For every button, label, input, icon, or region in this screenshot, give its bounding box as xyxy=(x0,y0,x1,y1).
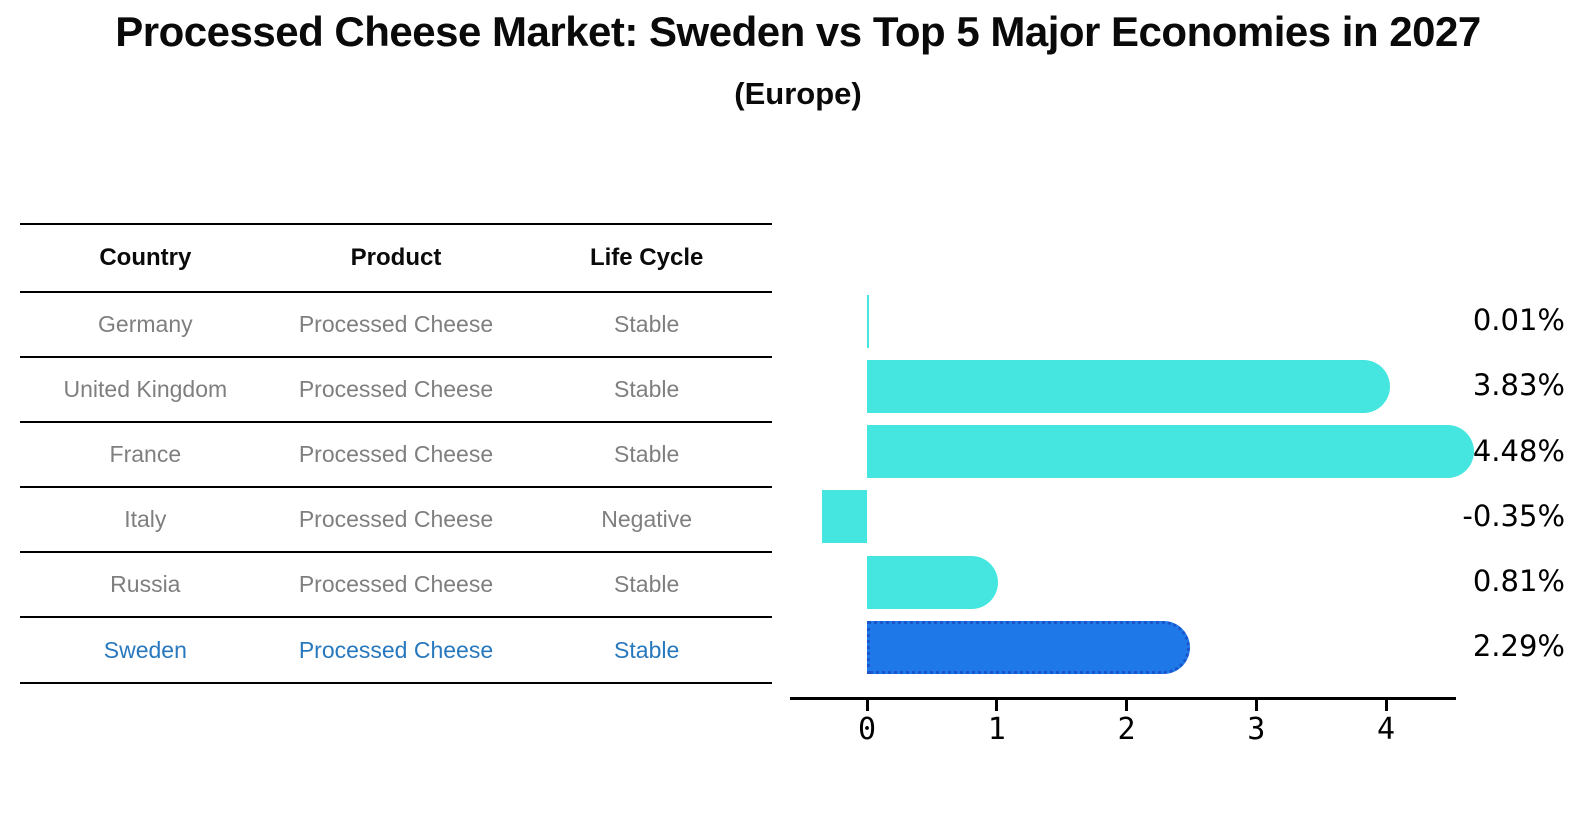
bar-value-label: -0.35% xyxy=(1462,498,1565,533)
cell-life-cycle: Stable xyxy=(614,636,680,663)
chart-subtitle: (Europe) xyxy=(734,76,862,111)
x-tick-label: 4 xyxy=(1376,712,1396,747)
table-row: Russia Processed Cheese Stable xyxy=(20,553,772,619)
cell-country: Sweden xyxy=(103,636,187,663)
table-row: United Kingdom Processed Cheese Stable xyxy=(20,358,772,423)
x-tick-label: 3 xyxy=(1247,712,1266,747)
table-row: Italy Processed Cheese Negative xyxy=(20,488,772,554)
country-table: Country Product Life Cycle Germany Proces… xyxy=(20,223,772,684)
x-tick-label: 2 xyxy=(1117,712,1136,747)
cell-country: France xyxy=(109,440,182,467)
table-row: Germany Processed Cheese Stable xyxy=(20,293,772,358)
table-row: France Processed Cheese Stable xyxy=(20,423,772,489)
cell-country: United Kingdom xyxy=(63,375,228,402)
cell-product: Processed Cheese xyxy=(298,310,494,337)
x-tick-mark xyxy=(1125,700,1128,711)
cell-product: Processed Cheese xyxy=(298,440,494,467)
x-tick-mark xyxy=(995,700,999,711)
header-life-cycle: Life Cycle xyxy=(589,243,704,271)
cell-product: Processed Cheese xyxy=(298,636,494,663)
table-body: Germany Processed Cheese Stable United King… xyxy=(20,293,772,684)
cell-life-cycle: Stable xyxy=(614,310,680,337)
cell-product: Processed Cheese xyxy=(298,375,494,402)
cell-life-cycle: Stable xyxy=(614,375,680,402)
header-product: Product xyxy=(350,243,442,271)
header-country: Country xyxy=(99,243,192,271)
bar-russia xyxy=(867,555,999,609)
x-tick-mark xyxy=(1254,700,1258,711)
cell-life-cycle: Stable xyxy=(614,440,680,467)
bar-value-label: 3.83% xyxy=(1472,368,1565,403)
cell-product: Processed Cheese xyxy=(298,506,494,533)
bar-value-label: 4.48% xyxy=(1472,433,1565,468)
cell-country: Russia xyxy=(110,571,181,598)
cell-product: Processed Cheese xyxy=(298,571,494,598)
table-header-row: Country Product Life Cycle xyxy=(20,225,772,293)
bar-value-label: 0.01% xyxy=(1472,303,1565,338)
cell-country: Italy xyxy=(124,506,167,533)
bar-united-kingdom xyxy=(867,359,1390,413)
bar-sweden xyxy=(867,620,1191,674)
table-row: Sweden Processed Cheese Stable xyxy=(20,618,772,684)
cell-life-cycle: Negative xyxy=(601,506,693,533)
x-tick-label: 1 xyxy=(987,712,1006,747)
bar-italy xyxy=(821,490,867,544)
chart-title: Processed Cheese Market: Sweden vs Top 5… xyxy=(115,8,1481,55)
x-tick-mark xyxy=(1384,700,1388,711)
x-axis-line xyxy=(790,697,1456,700)
bar-value-label: 0.81% xyxy=(1472,564,1565,598)
bar-value-label: 2.29% xyxy=(1472,629,1565,664)
x-tick-mark xyxy=(865,700,869,711)
cell-country: Germany xyxy=(98,310,193,337)
bar-france xyxy=(867,425,1475,479)
cell-life-cycle: Stable xyxy=(614,571,680,598)
x-tick-label: 0 xyxy=(857,712,877,747)
bar-germany xyxy=(867,294,869,348)
